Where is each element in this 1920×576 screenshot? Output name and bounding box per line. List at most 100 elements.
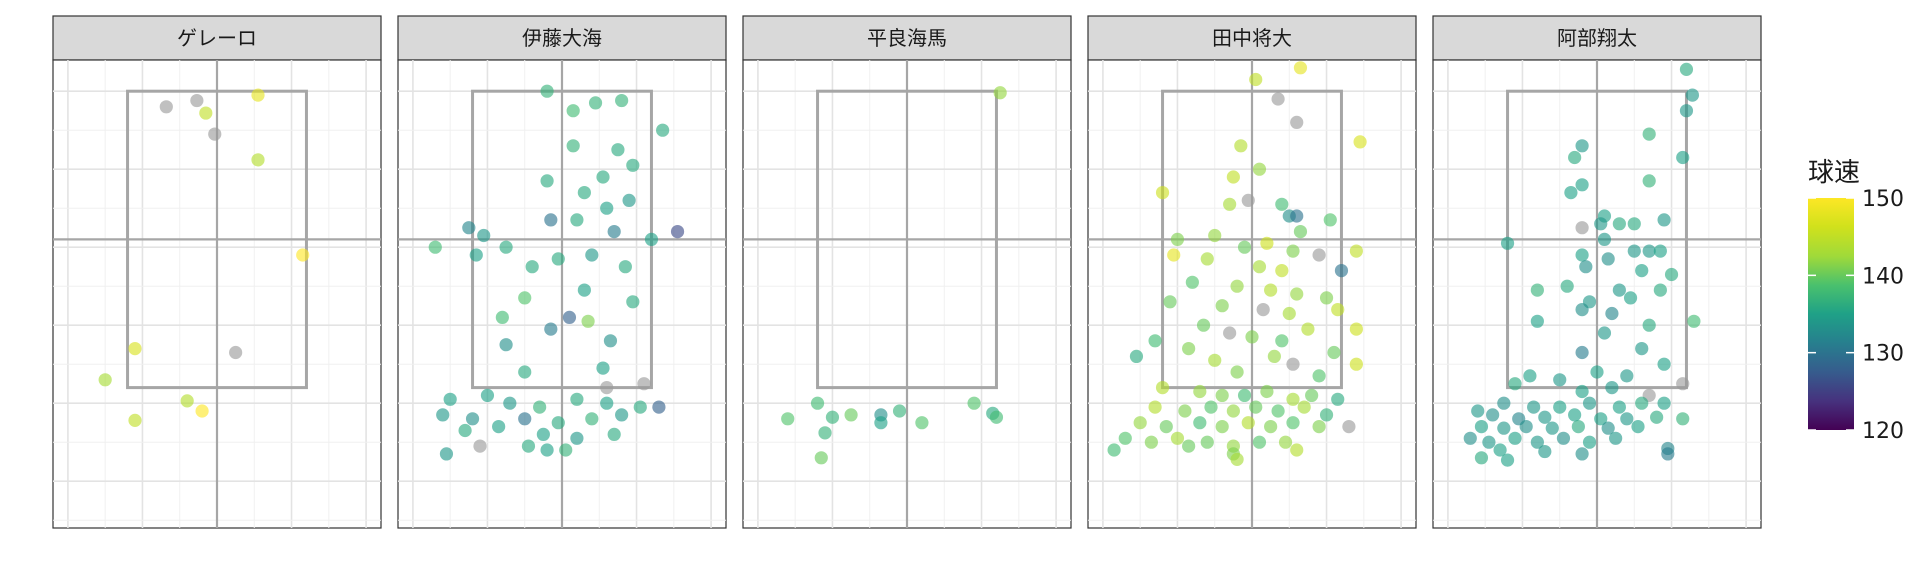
pitch-point — [518, 365, 532, 379]
speed-legend: 球速 150 140 130 120 — [1808, 158, 1904, 444]
pitch-point — [1482, 435, 1496, 449]
pitch-point — [1568, 150, 1582, 165]
pitch-point — [1653, 244, 1667, 258]
pitch-point — [1264, 283, 1278, 297]
pitch-point — [874, 416, 888, 430]
pitch-point — [1293, 225, 1308, 239]
pitch-point — [1271, 92, 1285, 106]
pitch-point — [1594, 412, 1608, 426]
pitch-point — [1107, 443, 1121, 457]
pitch-point — [1241, 416, 1255, 430]
pitch-point — [544, 213, 558, 227]
pitch-point — [1200, 252, 1214, 266]
pitch-point — [633, 400, 647, 414]
facet-strip — [52, 15, 382, 61]
pitch-point — [1642, 244, 1656, 258]
facet-panel: 阿部翔太 — [1432, 15, 1762, 529]
pitch-point — [1582, 396, 1597, 410]
pitch-point — [1523, 369, 1537, 383]
pitch-point — [551, 252, 565, 266]
pitch-point — [199, 106, 213, 120]
pitch-points — [1463, 62, 1701, 467]
pitch-point — [190, 93, 204, 108]
pitch-point — [551, 416, 565, 430]
pitch-point — [465, 412, 480, 426]
facet-title: ゲレーロ — [177, 26, 257, 50]
pitch-point — [1230, 279, 1244, 293]
pitch-point — [525, 260, 539, 274]
pitch-point — [1237, 388, 1252, 402]
pitch-point — [844, 408, 858, 422]
pitch-point — [1642, 127, 1656, 141]
pitch-points — [98, 88, 310, 427]
pitch-point — [596, 361, 610, 375]
pitch-point — [499, 338, 513, 352]
pitch-point — [439, 447, 454, 461]
pitch-point — [1612, 400, 1626, 414]
pitch-point — [1286, 416, 1300, 430]
pitch-point — [1474, 451, 1489, 465]
pitch-point — [1245, 330, 1259, 344]
pitch-point — [180, 394, 194, 408]
pitch-point — [1685, 88, 1700, 102]
pitch-point — [128, 413, 142, 427]
facet-strip — [1087, 15, 1417, 61]
pitch-point — [1301, 322, 1315, 336]
pitch-point — [1290, 287, 1304, 301]
pitch-point — [1519, 420, 1533, 434]
pitch-point — [1342, 420, 1356, 434]
pitch-point — [566, 139, 580, 153]
pitch-point — [1676, 412, 1690, 426]
pitch-point — [1230, 452, 1244, 466]
pitch-point — [611, 143, 625, 157]
pitch-point — [469, 248, 483, 262]
strike-zone — [1161, 89, 1343, 390]
pitch-point — [1319, 291, 1334, 305]
pitch-point — [533, 400, 547, 414]
pitch-point — [600, 201, 614, 215]
pitch-point — [495, 310, 509, 324]
pitch-point — [1650, 410, 1664, 424]
pitch-point — [1260, 236, 1274, 250]
pitch-point — [1575, 221, 1589, 235]
facet-panel: ゲレーロ — [52, 15, 382, 529]
pitch-point — [588, 96, 603, 110]
pitch-point — [1290, 115, 1304, 129]
strike-zone — [126, 89, 308, 390]
pitch-point — [1538, 444, 1552, 459]
pitch-point — [1657, 213, 1671, 227]
facet-strip — [742, 15, 1072, 61]
pitch-point — [1290, 443, 1304, 457]
pitch-point — [1575, 345, 1589, 360]
pitch-point — [1249, 400, 1263, 414]
pitch-point — [570, 392, 584, 406]
pitch-point — [1167, 248, 1181, 262]
pitch-point — [480, 388, 495, 402]
pitch-point — [1679, 104, 1694, 118]
pitch-point — [577, 283, 591, 297]
pitch-point — [1653, 283, 1667, 297]
legend-tick-label: 150 — [1862, 187, 1904, 212]
pitch-point — [1286, 244, 1300, 258]
pitch-point — [1144, 435, 1158, 449]
pitch-point — [1635, 342, 1649, 356]
pitch-point — [1223, 197, 1237, 211]
pitch-point — [1349, 357, 1363, 371]
pitch-point — [1635, 396, 1649, 410]
pitch-point — [626, 295, 640, 309]
pitch-point — [208, 127, 222, 141]
pitch-point — [1155, 186, 1170, 200]
pitch-point — [1282, 306, 1296, 321]
pitch-point — [1349, 244, 1363, 258]
pitch-point — [1620, 369, 1634, 383]
pitch-point — [967, 396, 981, 410]
facet-title: 平良海馬 — [867, 26, 947, 50]
pitch-point — [1170, 431, 1185, 445]
pitch-point — [1530, 283, 1544, 297]
pitch-point — [1493, 443, 1507, 457]
legend-tick-label: 140 — [1862, 264, 1904, 289]
legend-title: 球速 — [1808, 158, 1860, 188]
pitch-point — [1230, 365, 1244, 379]
pitch-point — [603, 334, 618, 348]
